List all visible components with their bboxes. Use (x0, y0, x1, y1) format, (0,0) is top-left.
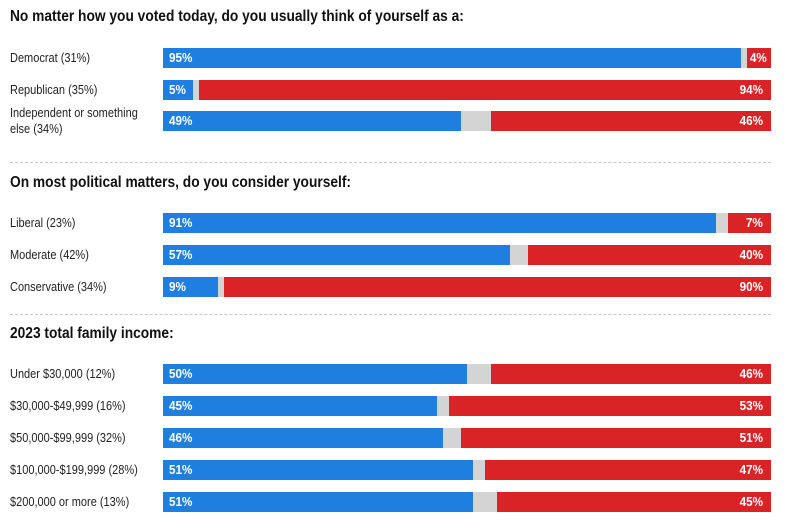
bar-track: 9% 90% (163, 277, 771, 297)
bar-dem-segment (163, 277, 218, 297)
bar-track: 91% 7% (163, 213, 771, 233)
data-label-dem: 9% (169, 279, 186, 294)
bar-rep-segment (491, 364, 771, 384)
data-label-rep: 47% (739, 462, 763, 477)
row-label: Conservative (34%) (10, 280, 107, 294)
bar-track: 57% 40% (163, 245, 771, 265)
data-label-rep: 53% (739, 398, 763, 413)
data-label-dem: 57% (169, 247, 193, 262)
bar-dem-segment (163, 213, 717, 233)
data-label-rep: 90% (739, 279, 763, 294)
bar-rep-segment (485, 460, 771, 480)
section-divider (10, 162, 771, 163)
bar-rep-segment (746, 48, 771, 68)
data-label-dem: 45% (169, 398, 193, 413)
data-label-rep: 51% (739, 430, 763, 445)
data-label-rep: 94% (739, 82, 763, 97)
bar-rep-segment (199, 80, 771, 100)
data-label-rep: 46% (739, 113, 763, 128)
bar-dem-segment (163, 48, 741, 68)
data-label-dem: 95% (169, 50, 193, 65)
bar-dem-segment (163, 428, 443, 448)
bar-dem-segment (163, 111, 461, 131)
data-label-dem: 51% (169, 494, 193, 509)
row-label: Under $30,000 (12%) (10, 367, 116, 381)
row-label: Moderate (42%) (10, 248, 89, 262)
bar-rep-segment (728, 213, 771, 233)
bar-dem-segment (163, 460, 474, 480)
bar-rep-segment (460, 428, 771, 448)
bar-track: 5% 94% (163, 80, 771, 100)
bar-dem-segment (163, 492, 474, 512)
data-label-dem: 51% (169, 462, 193, 477)
bar-rep-segment (527, 245, 771, 265)
data-label-rep: 45% (739, 494, 763, 509)
bar-rep-segment (491, 111, 771, 131)
bar-rep-segment (223, 277, 771, 297)
bar-track: 46% 51% (163, 428, 771, 448)
bar-rep-segment (497, 492, 771, 512)
row-label: Democrat (31%) (10, 51, 91, 65)
row-label: Liberal (23%) (10, 216, 76, 230)
bar-dem-segment (163, 364, 467, 384)
data-label-dem: 50% (169, 366, 193, 381)
row-label: $100,000-$199,999 (28%) (10, 463, 138, 477)
row-label: Republican (35%) (10, 83, 98, 97)
row-label: $200,000 or more (13%) (10, 495, 130, 509)
bar-track: 51% 47% (163, 460, 771, 480)
bar-rep-segment (448, 396, 771, 416)
bar-track: 45% 53% (163, 396, 771, 416)
bar-dem-segment (163, 396, 437, 416)
data-label-rep: 7% (746, 215, 763, 230)
section-divider (10, 314, 771, 315)
data-label-dem: 46% (169, 430, 193, 445)
row-label: $30,000-$49,999 (16%) (10, 399, 126, 413)
bar-track: 51% 45% (163, 492, 771, 512)
bar-track: 49% 46% (163, 111, 771, 131)
section-title: 2023 total family income: (10, 325, 174, 342)
data-label-rep: 40% (739, 247, 763, 262)
data-label-rep: 46% (739, 366, 763, 381)
bar-dem-segment (163, 245, 510, 265)
bar-track: 50% 46% (163, 364, 771, 384)
section-title: On most political matters, do you consid… (10, 174, 352, 191)
bar-track: 95% 4% (163, 48, 771, 68)
section-title: No matter how you voted today, do you us… (10, 8, 464, 25)
row-label: Independent or something else (34%) (10, 106, 138, 136)
data-label-rep: 4% (750, 50, 767, 65)
data-label-dem: 91% (169, 215, 193, 230)
data-label-dem: 49% (169, 113, 193, 128)
bar-dem-segment (163, 80, 194, 100)
row-label: $50,000-$99,999 (32%) (10, 431, 126, 445)
data-label-dem: 5% (169, 82, 186, 97)
